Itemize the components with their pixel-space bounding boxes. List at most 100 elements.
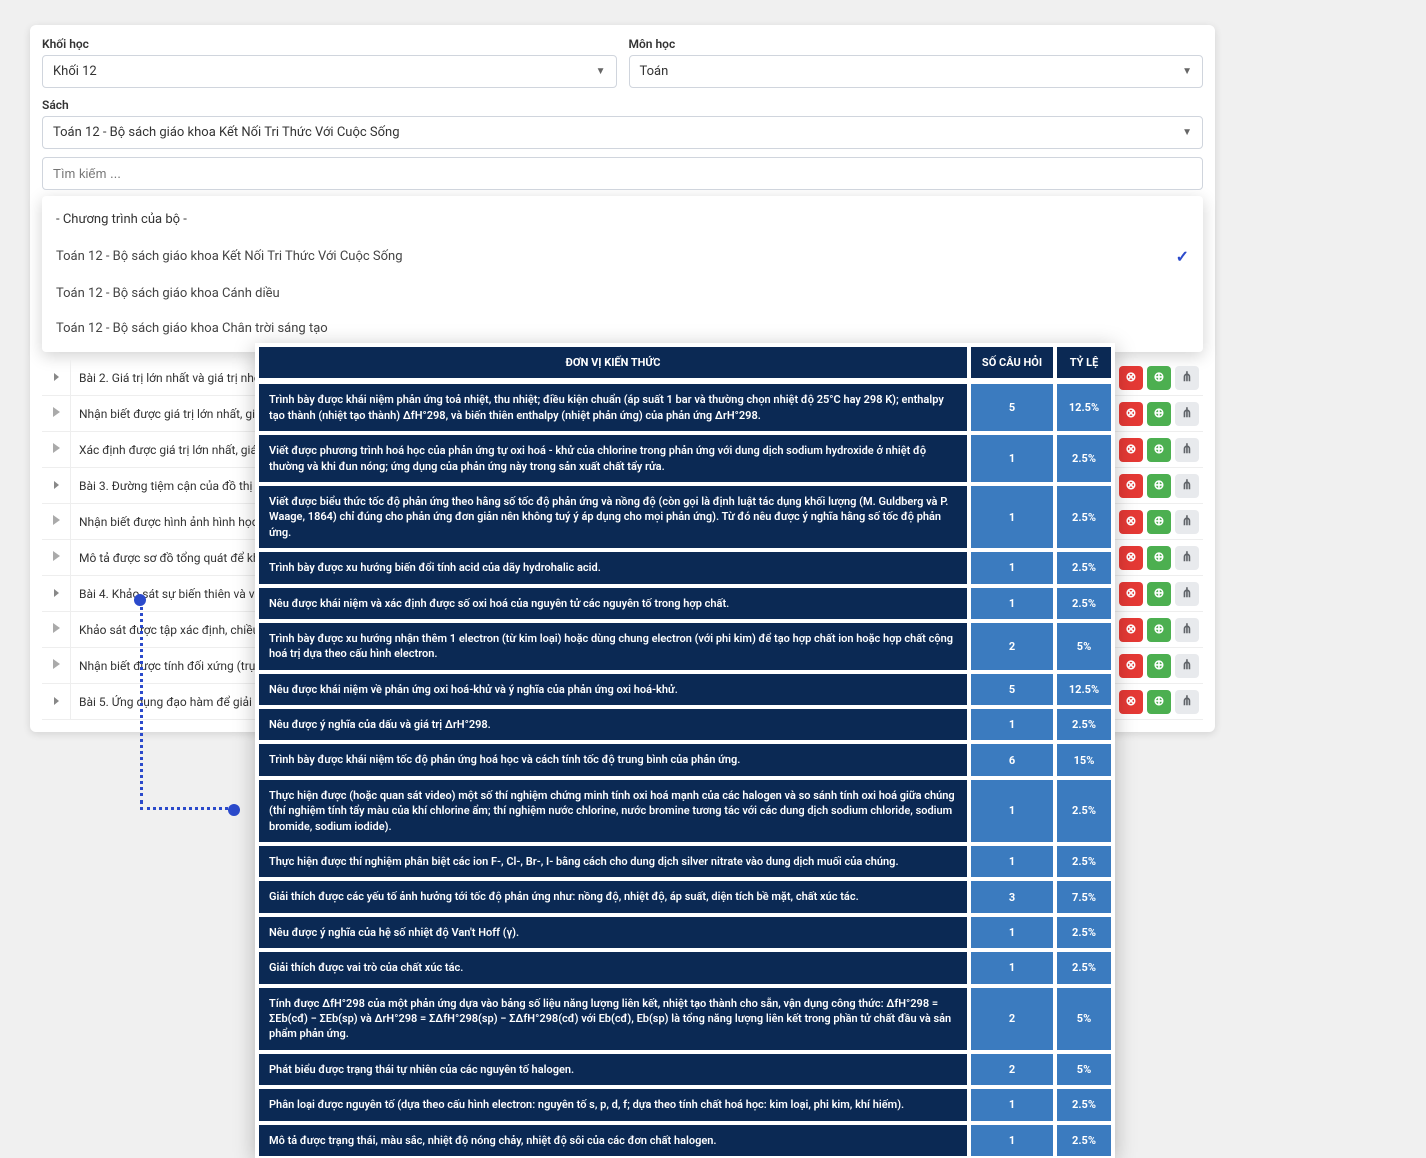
kt-topic-cell: Viết được phương trình hoá học của phản …: [259, 435, 967, 482]
kt-ratio-cell: 2.5%: [1057, 588, 1111, 619]
remove-button[interactable]: ⊗: [1119, 690, 1143, 714]
add-button[interactable]: ⊕: [1147, 618, 1171, 642]
add-button[interactable]: ⊕: [1147, 546, 1171, 570]
chevron-right-icon[interactable]: [42, 479, 70, 492]
share-button[interactable]: ⋔: [1175, 366, 1199, 390]
add-button[interactable]: ⊕: [1147, 582, 1171, 606]
triangle-right-icon[interactable]: [42, 659, 70, 672]
lesson-actions: ⊗⊕⋔: [1119, 618, 1203, 642]
add-button[interactable]: ⊕: [1147, 402, 1171, 426]
add-button[interactable]: ⊕: [1147, 510, 1171, 534]
kt-topic-cell: Phân loại được nguyên tố (dựa theo cấu h…: [259, 1089, 967, 1120]
kt-ratio-cell: 2.5%: [1057, 846, 1111, 877]
kt-ratio-cell: 2.5%: [1057, 1089, 1111, 1120]
kt-row: Viết được biểu thức tốc độ phản ứng theo…: [255, 484, 1115, 550]
kt-ratio-cell: 2.5%: [1057, 709, 1111, 740]
kt-header-topic: ĐƠN VỊ KIẾN THỨC: [259, 347, 967, 378]
kt-count-cell: 2: [971, 1054, 1053, 1085]
connector-dot-icon: [228, 804, 240, 816]
subject-label: Môn học: [629, 37, 1204, 51]
book-dropdown: - Chương trình của bộ - Toán 12 - Bộ sác…: [42, 196, 1203, 352]
book-search-input[interactable]: [42, 157, 1203, 190]
share-button[interactable]: ⋔: [1175, 618, 1199, 642]
kt-row: Nêu được khái niệm về phản ứng oxi hoá-k…: [255, 672, 1115, 707]
kt-ratio-cell: 5%: [1057, 988, 1111, 1050]
kt-ratio-cell: 2.5%: [1057, 435, 1111, 482]
share-button[interactable]: ⋔: [1175, 474, 1199, 498]
kt-ratio-cell: 12.5%: [1057, 674, 1111, 705]
add-button[interactable]: ⊕: [1147, 438, 1171, 462]
connector-line: [140, 600, 143, 804]
kt-row: Thực hiện được thí nghiệm phân biệt các …: [255, 844, 1115, 879]
chevron-right-icon[interactable]: [42, 587, 70, 600]
remove-button[interactable]: ⊗: [1119, 438, 1143, 462]
grade-label: Khối học: [42, 37, 617, 51]
chevron-right-icon[interactable]: [42, 695, 70, 708]
kt-count-cell: 1: [971, 780, 1053, 842]
lesson-actions: ⊗⊕⋔: [1119, 582, 1203, 606]
kt-ratio-cell: 5%: [1057, 623, 1111, 670]
remove-button[interactable]: ⊗: [1119, 618, 1143, 642]
caret-down-icon: ▼: [596, 66, 606, 77]
share-button[interactable]: ⋔: [1175, 582, 1199, 606]
kt-row: Nêu được khái niệm và xác định được số o…: [255, 586, 1115, 621]
kt-topic-cell: Giải thích được vai trò của chất xúc tác…: [259, 952, 967, 983]
annotation-connector: [140, 600, 234, 810]
kt-count-cell: 5: [971, 674, 1053, 705]
dropdown-group-header: - Chương trình của bộ -: [42, 202, 1203, 237]
kt-row: Trình bày được xu hướng biến đổi tính ac…: [255, 550, 1115, 585]
lesson-actions: ⊗⊕⋔: [1119, 402, 1203, 426]
remove-button[interactable]: ⊗: [1119, 654, 1143, 678]
kt-ratio-cell: 2.5%: [1057, 952, 1111, 983]
remove-button[interactable]: ⊗: [1119, 474, 1143, 498]
connector-line: [140, 807, 228, 810]
remove-button[interactable]: ⊗: [1119, 582, 1143, 606]
triangle-right-icon[interactable]: [42, 443, 70, 456]
book-select[interactable]: Toán 12 - Bộ sách giáo khoa Kết Nối Tri …: [42, 116, 1203, 149]
remove-button[interactable]: ⊗: [1119, 546, 1143, 570]
grade-select[interactable]: Khối 12 ▼: [42, 55, 617, 88]
triangle-right-icon[interactable]: [42, 623, 70, 636]
dropdown-item[interactable]: Toán 12 - Bộ sách giáo khoa Cánh diều: [42, 276, 1203, 311]
kt-header-count: SỐ CÂU HỎI: [971, 347, 1053, 378]
chevron-right-icon[interactable]: [42, 371, 70, 384]
kt-count-cell: 1: [971, 588, 1053, 619]
kt-header-ratio: TỶ LỆ: [1057, 347, 1111, 378]
kt-topic-cell: Phát biểu được trạng thái tự nhiên của c…: [259, 1054, 967, 1085]
triangle-right-icon[interactable]: [42, 407, 70, 420]
add-button[interactable]: ⊕: [1147, 366, 1171, 390]
lesson-actions: ⊗⊕⋔: [1119, 690, 1203, 714]
triangle-right-icon[interactable]: [42, 551, 70, 564]
kt-topic-cell: Trình bày được khái niệm phản ứng toả nh…: [259, 384, 967, 431]
dropdown-item[interactable]: Toán 12 - Bộ sách giáo khoa Chân trời sá…: [42, 311, 1203, 346]
share-button[interactable]: ⋔: [1175, 510, 1199, 534]
kt-topic-cell: Trình bày được khái niệm tốc độ phản ứng…: [259, 744, 967, 775]
share-button[interactable]: ⋔: [1175, 402, 1199, 426]
share-button[interactable]: ⋔: [1175, 438, 1199, 462]
kt-ratio-cell: 2.5%: [1057, 1125, 1111, 1156]
add-button[interactable]: ⊕: [1147, 690, 1171, 714]
triangle-right-icon[interactable]: [42, 515, 70, 528]
remove-button[interactable]: ⊗: [1119, 510, 1143, 534]
kt-topic-cell: Thực hiện được thí nghiệm phân biệt các …: [259, 846, 967, 877]
kt-topic-cell: Thực hiện được (hoặc quan sát video) một…: [259, 780, 967, 842]
add-button[interactable]: ⊕: [1147, 654, 1171, 678]
share-button[interactable]: ⋔: [1175, 546, 1199, 570]
kt-topic-cell: Giải thích được các yếu tố ảnh hưởng tới…: [259, 881, 967, 912]
dropdown-item[interactable]: Toán 12 - Bộ sách giáo khoa Kết Nối Tri …: [42, 237, 1203, 276]
lesson-actions: ⊗⊕⋔: [1119, 474, 1203, 498]
kt-topic-cell: Viết được biểu thức tốc độ phản ứng theo…: [259, 486, 967, 548]
kt-row: Giải thích được các yếu tố ảnh hưởng tới…: [255, 879, 1115, 914]
remove-button[interactable]: ⊗: [1119, 402, 1143, 426]
share-button[interactable]: ⋔: [1175, 654, 1199, 678]
subject-select[interactable]: Toán ▼: [629, 55, 1204, 88]
share-button[interactable]: ⋔: [1175, 690, 1199, 714]
kt-row: Thực hiện được (hoặc quan sát video) một…: [255, 778, 1115, 844]
kt-ratio-cell: 5%: [1057, 1054, 1111, 1085]
kt-count-cell: 1: [971, 846, 1053, 877]
dropdown-item-label: Toán 12 - Bộ sách giáo khoa Chân trời sá…: [56, 321, 328, 336]
remove-button[interactable]: ⊗: [1119, 366, 1143, 390]
add-button[interactable]: ⊕: [1147, 474, 1171, 498]
kt-ratio-cell: 15%: [1057, 744, 1111, 775]
kt-row: Nêu được ý nghĩa của hệ số nhiệt độ Van'…: [255, 915, 1115, 950]
